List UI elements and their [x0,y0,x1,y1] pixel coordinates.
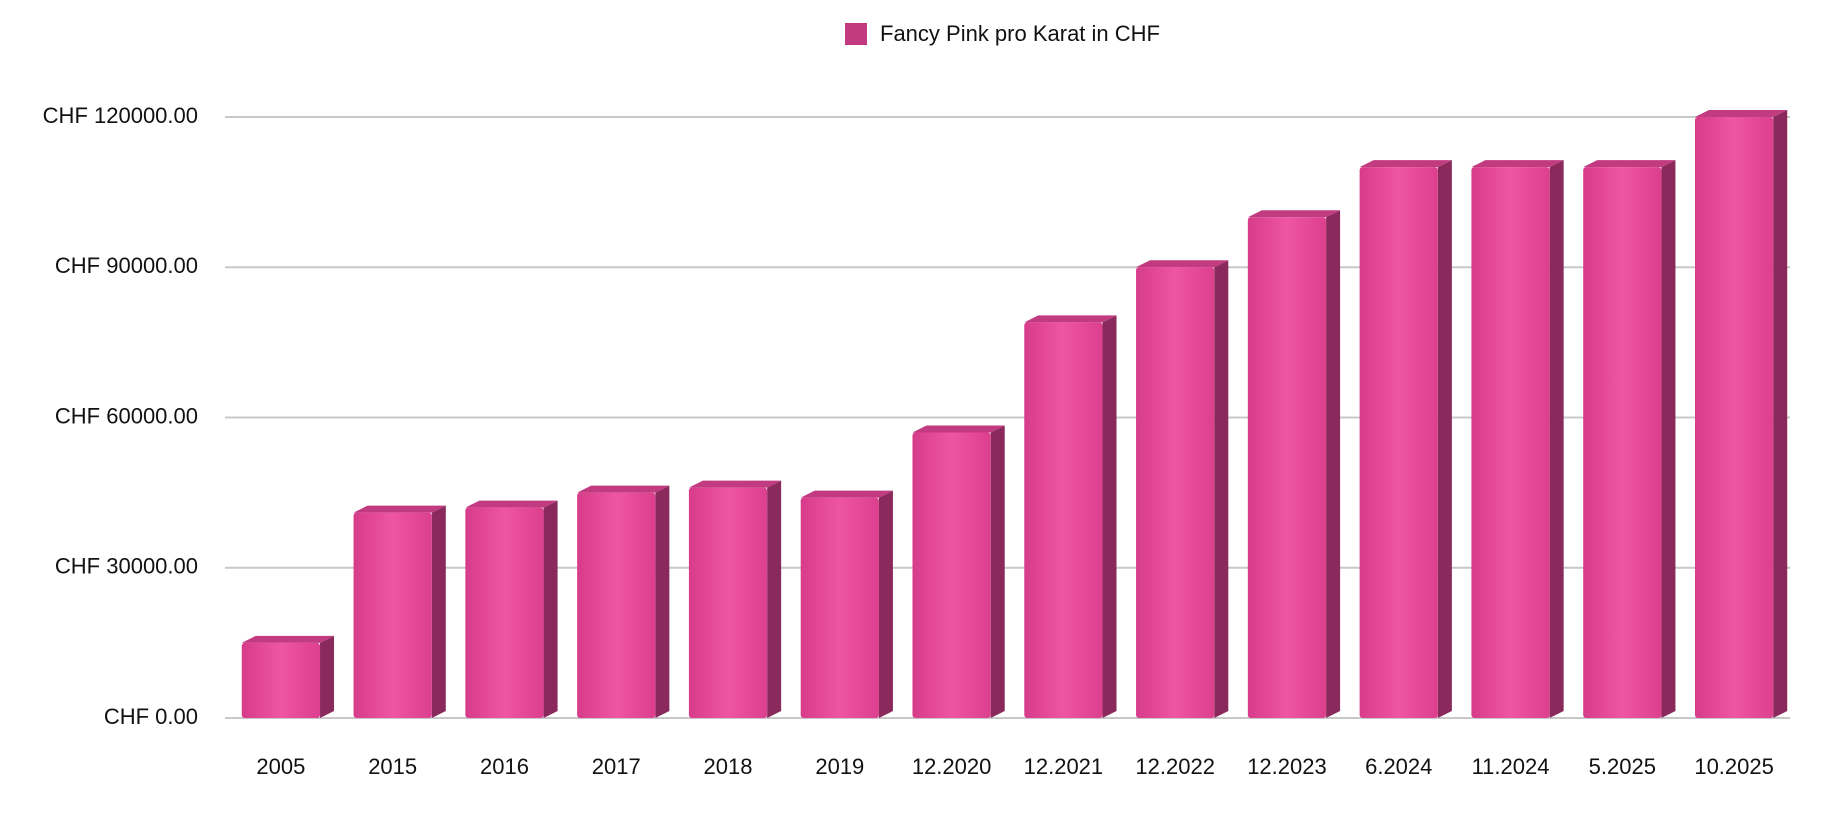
bar-top [1247,210,1341,218]
bar-top [353,505,446,513]
bar-side [767,480,782,718]
bar [800,497,879,718]
x-tick-label: 2015 [368,754,417,779]
x-tick-label: 11.2024 [1472,754,1550,779]
bar [241,642,321,718]
bar-top [800,490,893,498]
bar [353,512,432,718]
bar-top [241,635,335,643]
bar-side [878,490,893,718]
x-tick-label: 2018 [704,754,753,779]
bar [1136,267,1215,718]
legend-label: Fancy Pink pro Karat in CHF [880,21,1160,46]
bar-top [465,500,558,508]
bar [1247,217,1327,718]
y-tick-label: CHF 0.00 [104,704,198,729]
y-tick-label: CHF 30000.00 [55,554,198,579]
x-tick-label: 2019 [815,754,864,779]
x-tick-label: 6.2024 [1365,754,1432,779]
bar-top [1136,260,1229,268]
bar-top [1359,160,1452,168]
bar [1024,322,1103,718]
legend-swatch [845,23,867,45]
bar [465,507,544,718]
bar-side [1661,160,1676,718]
x-tick-label: 2005 [256,754,305,779]
x-tick-label: 12.2022 [1135,754,1215,779]
x-tick-label: 2017 [592,754,641,779]
bar-side [431,505,446,718]
bar-side [1549,160,1564,718]
x-tick-label: 12.2021 [1024,754,1104,779]
bar [688,487,768,718]
bar-side [1214,260,1229,718]
bar-top [912,425,1005,433]
y-tick-label: CHF 120000.00 [43,103,198,128]
bar [1694,117,1774,719]
bar-top [1694,110,1788,118]
bar-side [655,485,670,718]
x-tick-label: 12.2020 [912,754,992,779]
bar [577,492,656,718]
x-tick-label: 5.2025 [1589,754,1656,779]
bar [912,432,991,718]
bar-top [688,480,782,488]
bar-side [1437,160,1452,718]
x-tick-label: 2016 [480,754,529,779]
x-tick-label: 10.2025 [1694,754,1774,779]
bar-top [1471,160,1564,168]
bar-side [543,500,558,718]
bar-top [577,485,670,493]
bar-side [1102,315,1117,718]
bar-top [1024,315,1117,323]
bar [1359,167,1438,718]
bar-side [1773,110,1788,719]
bar [1471,167,1550,718]
y-tick-label: CHF 60000.00 [55,403,198,428]
y-tick-label: CHF 90000.00 [55,253,198,278]
bar-side [990,425,1005,718]
bar-side [1326,210,1341,718]
bar [1583,167,1662,718]
bar-top [1583,160,1676,168]
x-tick-label: 12.2023 [1247,754,1327,779]
bar-side [320,635,335,718]
